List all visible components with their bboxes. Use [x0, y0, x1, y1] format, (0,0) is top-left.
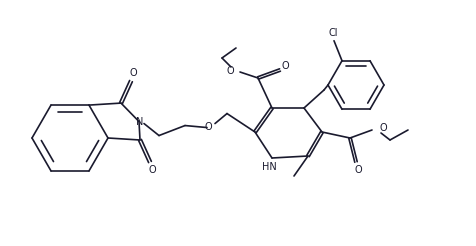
Text: O: O [129, 68, 137, 78]
Text: O: O [379, 123, 387, 133]
Text: O: O [204, 122, 212, 132]
Text: O: O [281, 61, 289, 71]
Text: Cl: Cl [328, 28, 338, 38]
Text: O: O [227, 66, 234, 76]
Text: O: O [148, 165, 156, 175]
Text: HN: HN [262, 162, 277, 172]
Text: O: O [354, 165, 362, 175]
Text: N: N [136, 117, 144, 126]
